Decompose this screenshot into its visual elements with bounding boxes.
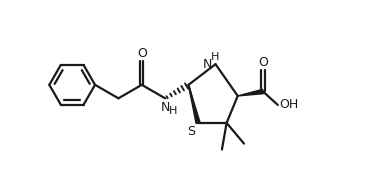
Polygon shape bbox=[189, 85, 200, 123]
Text: O: O bbox=[137, 47, 147, 60]
Text: H: H bbox=[211, 52, 220, 62]
Text: H: H bbox=[169, 106, 178, 116]
Text: N: N bbox=[203, 58, 212, 71]
Polygon shape bbox=[238, 89, 263, 96]
Text: O: O bbox=[258, 56, 268, 69]
Text: S: S bbox=[187, 125, 195, 138]
Text: N: N bbox=[160, 101, 170, 114]
Text: OH: OH bbox=[279, 99, 298, 111]
